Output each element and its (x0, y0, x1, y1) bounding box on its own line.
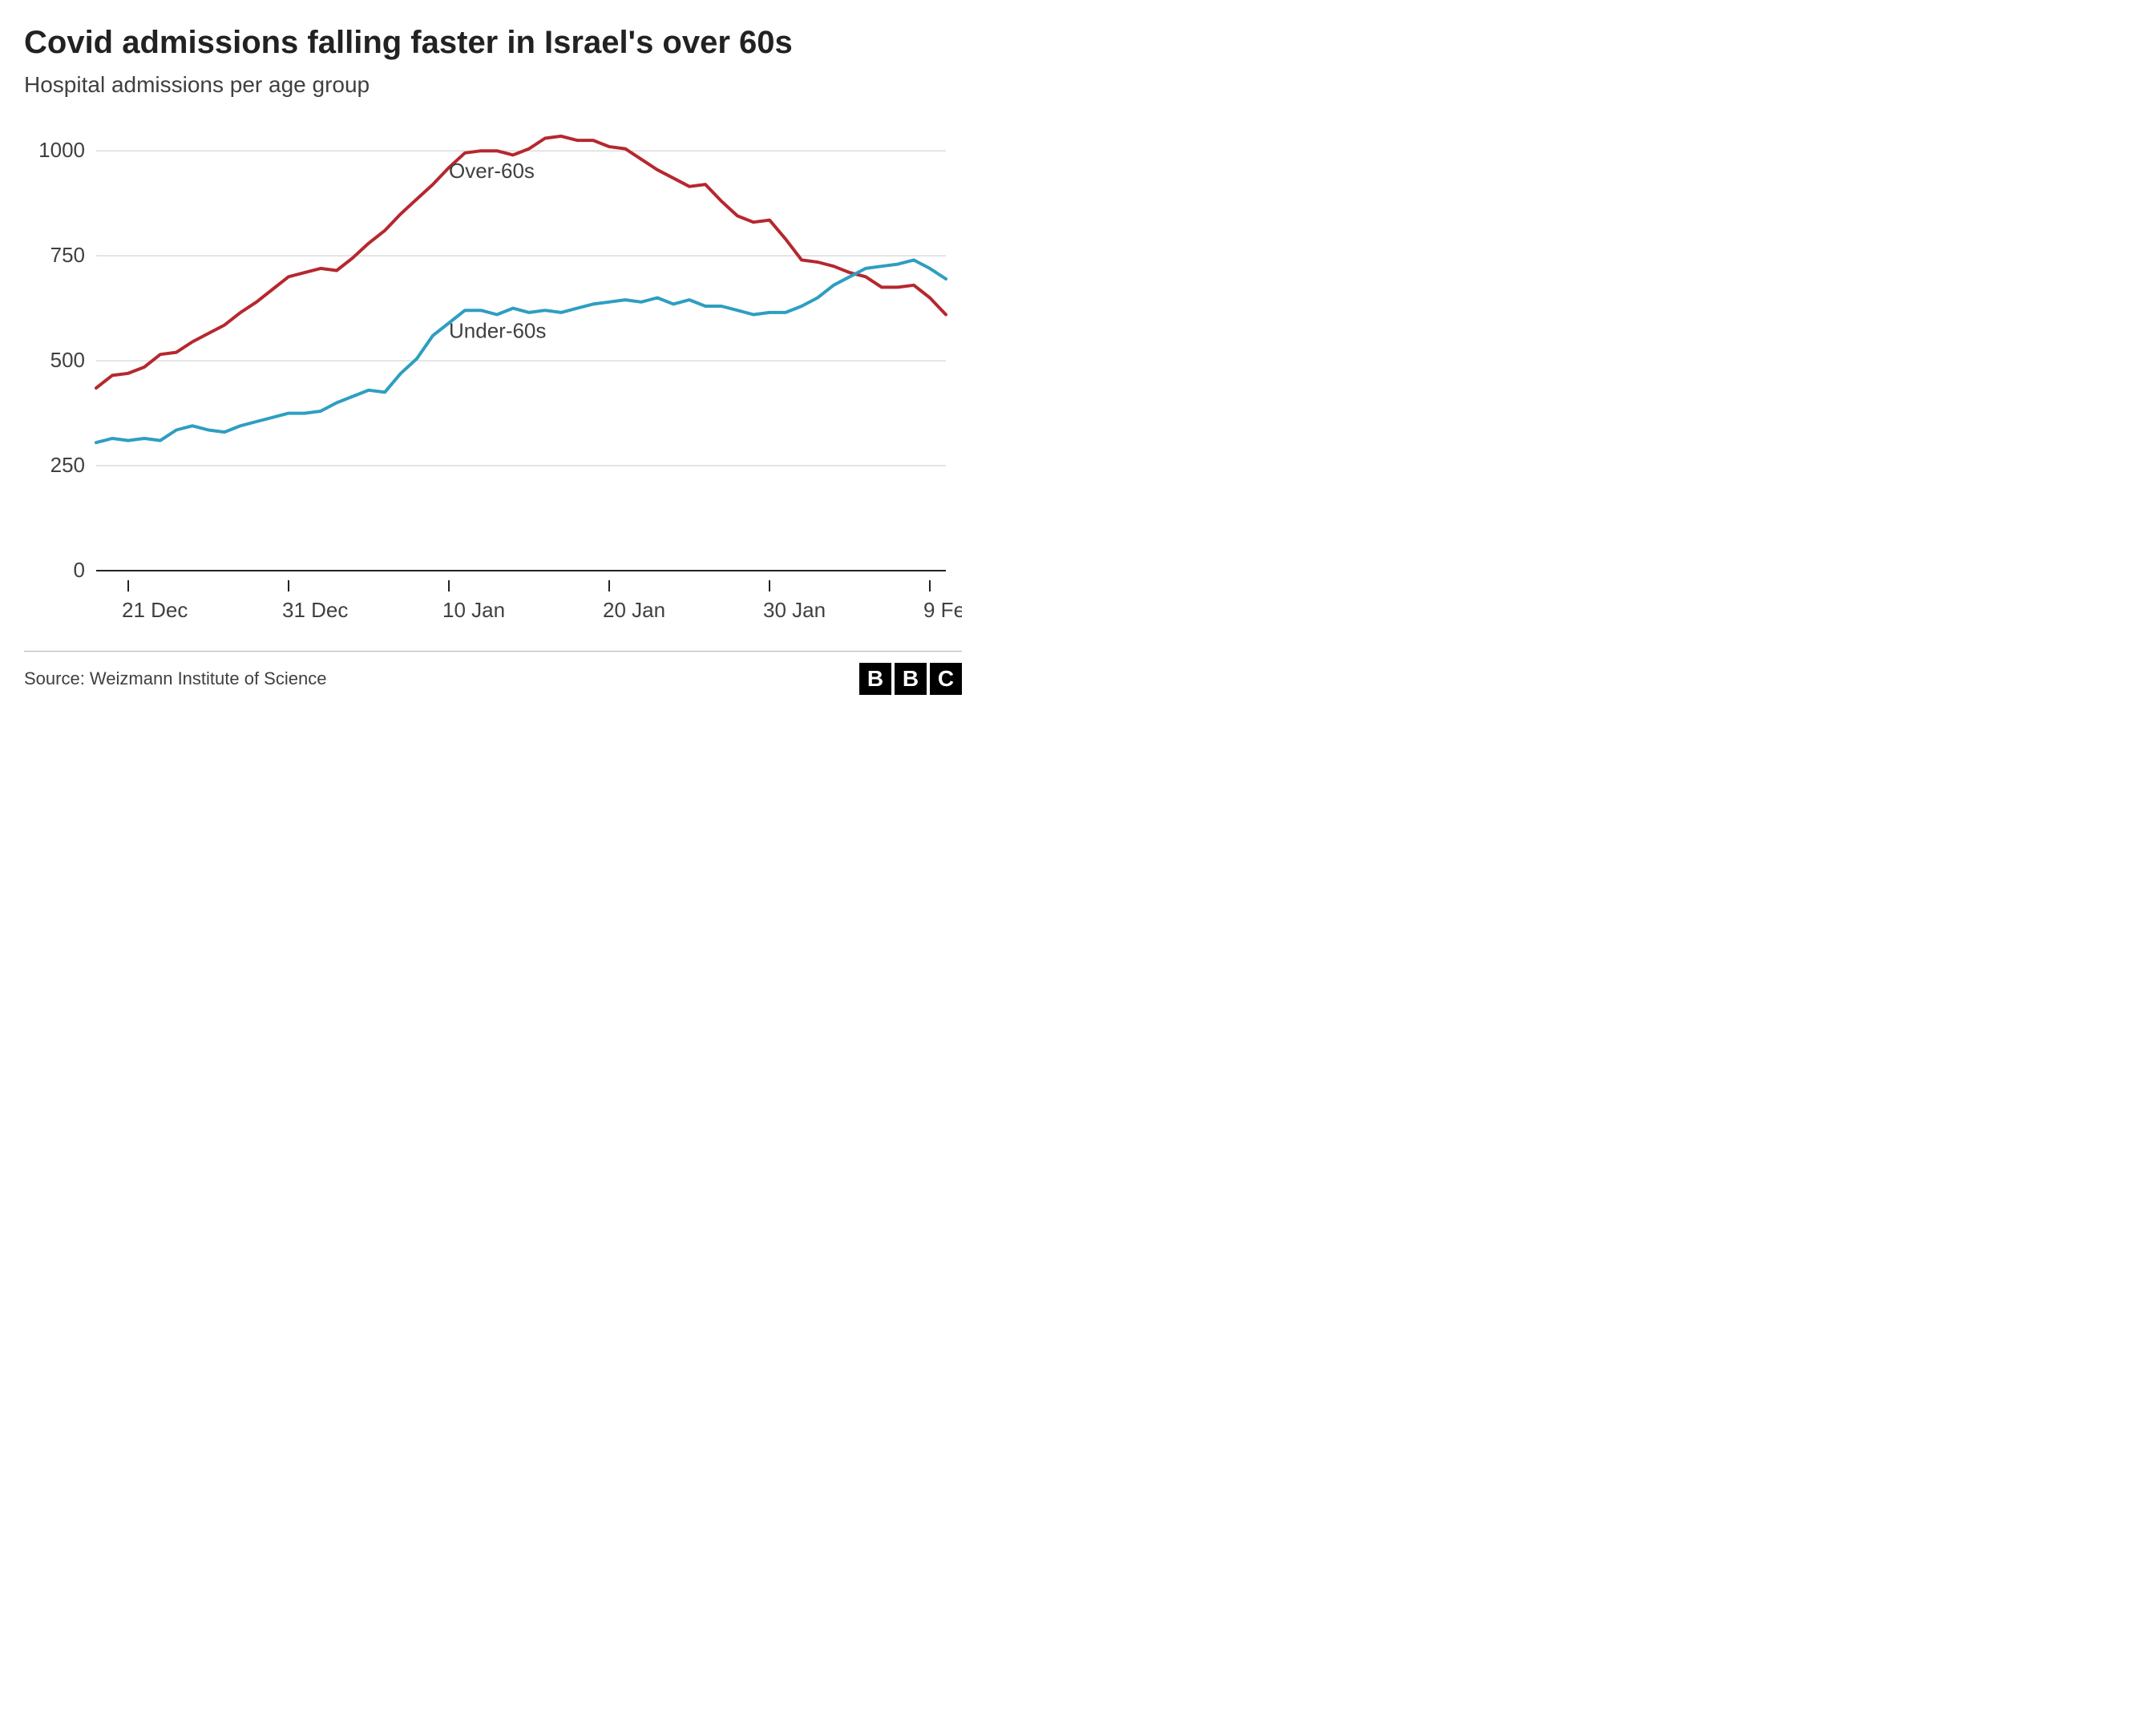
x-tick-label: 20 Jan (603, 598, 665, 622)
series-label: Over-60s (449, 159, 535, 183)
chart-footer: Source: Weizmann Institute of Science B … (24, 651, 962, 709)
y-tick-label: 750 (50, 243, 85, 267)
y-tick-label: 250 (50, 453, 85, 477)
y-tick-label: 500 (50, 348, 85, 372)
y-tick-label: 0 (74, 558, 85, 582)
bbc-logo-letter: B (859, 663, 891, 695)
x-tick-label: 30 Jan (763, 598, 826, 622)
x-tick-label: 21 Dec (122, 598, 188, 622)
series-label: Under-60s (449, 318, 546, 342)
x-tick-label: 9 Feb (923, 598, 962, 622)
bbc-logo-letter: B (895, 663, 927, 695)
chart-container: Covid admissions falling faster in Israe… (0, 0, 986, 709)
chart-title: Covid admissions falling faster in Israe… (24, 24, 962, 61)
x-tick-label: 10 Jan (442, 598, 505, 622)
y-tick-label: 1000 (38, 138, 85, 162)
bbc-logo-letter: C (930, 663, 962, 695)
x-tick-label: 31 Dec (282, 598, 348, 622)
chart-subtitle: Hospital admissions per age group (24, 72, 962, 98)
chart-svg: 0 250 500 750 1000 21 Dec 31 Dec 10 Jan 20 Jan 30… (24, 122, 962, 635)
bbc-logo: B B C (859, 663, 962, 695)
series-line-under-60s (96, 260, 946, 442)
plot-area: 0 250 500 750 1000 21 Dec 31 Dec 10 Jan 20 Jan 30… (24, 122, 962, 635)
source-text: Source: Weizmann Institute of Science (24, 668, 326, 689)
